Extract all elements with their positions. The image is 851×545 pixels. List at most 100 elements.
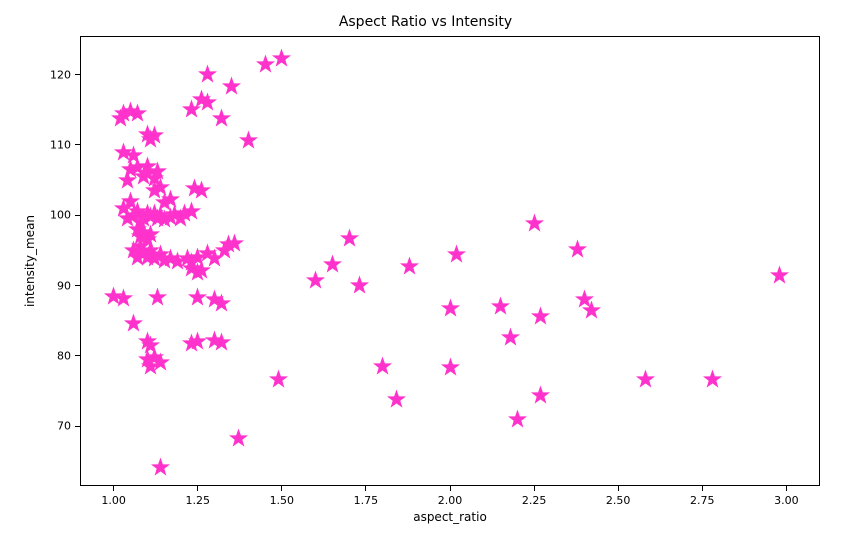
scatter-point	[146, 205, 163, 222]
scatter-point	[576, 291, 593, 308]
scatter-point	[135, 210, 152, 227]
scatter-point	[213, 334, 230, 351]
y-tick	[75, 426, 80, 427]
scatter-point	[149, 289, 166, 306]
x-tick	[365, 486, 366, 491]
chart-title: Aspect Ratio vs Intensity	[0, 14, 851, 30]
scatter-point	[169, 253, 186, 270]
scatter-point	[183, 203, 200, 220]
scatter-point	[132, 228, 149, 245]
scatter-point	[166, 206, 183, 223]
scatter-point	[122, 103, 139, 120]
scatter-point	[139, 333, 156, 350]
scatter-point	[388, 391, 405, 408]
scatter-point	[509, 411, 526, 428]
scatter-point	[139, 126, 156, 143]
x-tick	[450, 486, 451, 491]
scatter-point	[162, 209, 179, 226]
scatter-point	[135, 224, 152, 241]
y-tick	[75, 285, 80, 286]
scatter-point	[186, 180, 203, 197]
scatter-point	[704, 371, 721, 388]
scatter-point	[129, 249, 146, 266]
scatter-point	[105, 288, 122, 305]
scatter-point	[125, 207, 142, 224]
scatter-point	[119, 210, 136, 227]
x-tick-label: 2.25	[522, 494, 547, 507]
y-tick	[75, 144, 80, 145]
y-tick-label: 70	[57, 420, 71, 433]
scatter-point	[172, 210, 189, 227]
scatter-point	[532, 387, 549, 404]
y-tick-label: 80	[57, 349, 71, 362]
scatter-point	[129, 159, 146, 176]
scatter-point	[307, 272, 324, 289]
scatter-point	[139, 205, 156, 222]
scatter-point	[129, 203, 146, 220]
scatter-point	[152, 246, 169, 263]
spine-right	[819, 36, 820, 486]
x-tick	[702, 486, 703, 491]
scatter-point	[156, 211, 173, 228]
scatter-point	[223, 78, 240, 95]
scatter-point	[193, 91, 210, 108]
scatter-point	[189, 333, 206, 350]
scatter-point	[771, 267, 788, 284]
scatter-point	[146, 170, 163, 187]
scatter-point	[226, 235, 243, 252]
scatter-point	[213, 110, 230, 127]
x-tick-label: 2.50	[606, 494, 631, 507]
scatter-point	[442, 300, 459, 317]
scatter-point	[189, 249, 206, 266]
spine-top	[80, 36, 820, 37]
y-tick	[75, 74, 80, 75]
scatter-point	[213, 295, 230, 312]
x-tick	[197, 486, 198, 491]
plot-area: 1.001.251.501.752.002.252.502.753.007080…	[80, 36, 820, 486]
scatter-point	[199, 245, 216, 262]
scatter-point	[125, 315, 142, 332]
x-tick	[786, 486, 787, 491]
scatter-point	[183, 260, 200, 277]
scatter-point	[189, 264, 206, 281]
scatter-point	[240, 132, 257, 149]
scatter-point	[135, 245, 152, 262]
scatter-point	[152, 179, 169, 196]
x-tick-label: 1.00	[101, 494, 126, 507]
scatter-point	[183, 101, 200, 118]
scatter-point	[115, 200, 132, 217]
scatter-point	[206, 250, 223, 267]
scatter-point	[152, 207, 169, 224]
scatter-point	[142, 131, 159, 148]
scatter-point	[189, 289, 206, 306]
scatter-point	[139, 165, 156, 182]
y-axis-label: intensity_mean	[23, 215, 37, 307]
chart-figure: Aspect Ratio vs Intensity 1.001.251.501.…	[0, 0, 851, 545]
x-tick-label: 1.25	[185, 494, 210, 507]
scatter-point	[132, 214, 149, 231]
scatter-point	[156, 252, 173, 269]
scatter-point	[149, 163, 166, 180]
scatter-point	[199, 94, 216, 111]
scatter-point	[206, 291, 223, 308]
scatter-point	[142, 208, 159, 225]
scatter-point	[129, 221, 146, 238]
x-tick	[534, 486, 535, 491]
x-tick-label: 2.00	[438, 494, 463, 507]
x-tick-label: 3.00	[774, 494, 799, 507]
scatter-point	[139, 158, 156, 175]
scatter-point	[569, 241, 586, 258]
y-tick	[75, 355, 80, 356]
scatter-point	[216, 242, 233, 259]
x-tick-label: 1.50	[270, 494, 295, 507]
scatter-point	[448, 246, 465, 263]
scatter-point	[115, 144, 132, 161]
x-axis-label: aspect_ratio	[413, 510, 487, 524]
scatter-point	[257, 56, 274, 73]
scatter-point	[273, 50, 290, 67]
scatter-point	[125, 242, 142, 259]
scatter-point	[162, 191, 179, 208]
y-tick-label: 90	[57, 279, 71, 292]
scatter-point	[119, 172, 136, 189]
scatter-point	[139, 231, 156, 248]
